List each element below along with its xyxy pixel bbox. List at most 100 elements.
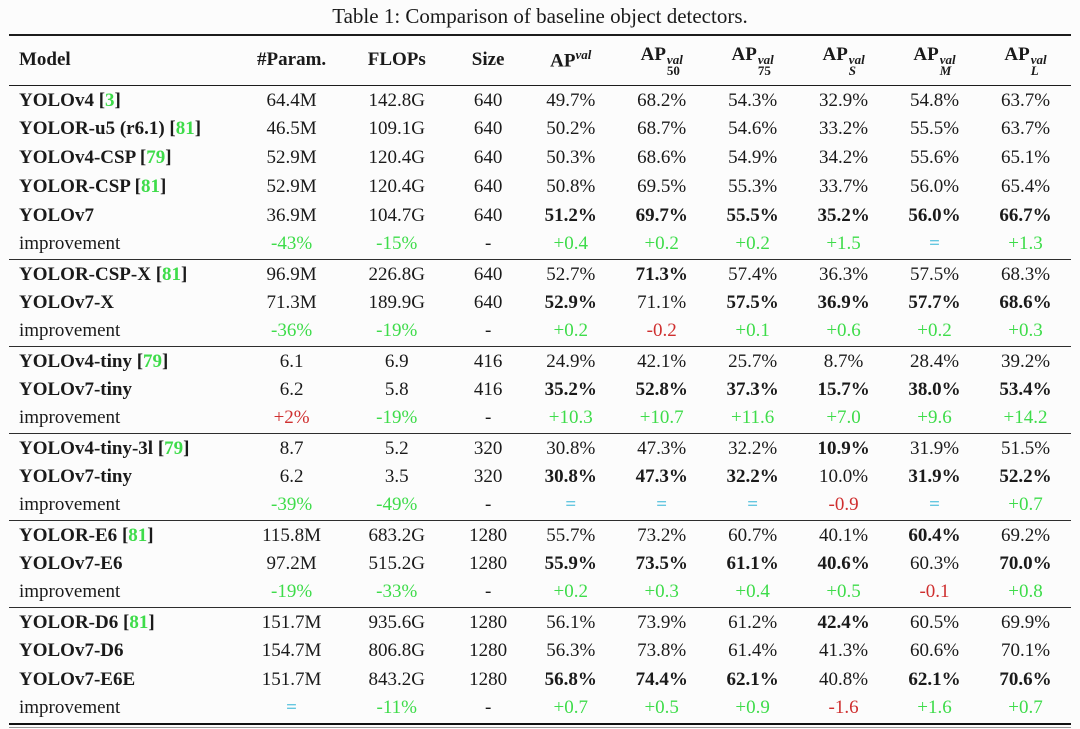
cell-ap_s: 10.9% bbox=[798, 433, 890, 463]
cell-ap50: 68.7% bbox=[637, 118, 687, 140]
cell-ap: 24.9% bbox=[525, 346, 617, 376]
model-name: YOLOR-CSP [81] bbox=[19, 176, 167, 198]
cell-ap_l: 65.4% bbox=[1000, 176, 1051, 198]
cell-size: 1280 bbox=[450, 520, 526, 550]
table-header: Model #Param. FLOPs Size APval AP val 50 AP val 75… bbox=[9, 35, 1071, 87]
cell-ap50: 52.8% bbox=[635, 379, 688, 401]
cell-ap50: +0.3 bbox=[644, 581, 679, 603]
cell-size: - bbox=[484, 233, 492, 255]
cell-ap50: 42.1% bbox=[616, 346, 708, 376]
cell-ap_l: 63.7% bbox=[1000, 118, 1051, 140]
cell-size: - bbox=[484, 407, 492, 429]
cell-flops: 226.8G bbox=[342, 259, 451, 289]
cell-ap75: 37.3% bbox=[726, 379, 779, 401]
cell-params: 64.4M bbox=[266, 89, 317, 111]
cell-size: 1280 bbox=[469, 669, 508, 691]
cell-ap75: 57.4% bbox=[707, 259, 799, 289]
cell-ap_m: = bbox=[929, 494, 940, 516]
citation-ref: 81 bbox=[140, 176, 160, 198]
cell-flops: 5.2 bbox=[342, 433, 451, 463]
cell-ap_l: +0.7 bbox=[1008, 494, 1043, 516]
table-body: YOLOv4 [3] 64.4M 142.8G 640 49.7% 68.2% 54.3% 3… bbox=[9, 86, 1071, 725]
cell-ap_l: 70.1% bbox=[1000, 640, 1051, 662]
cell-ap: +10.3 bbox=[548, 407, 593, 429]
cell-ap_l: +1.3 bbox=[1008, 233, 1043, 255]
cell-flops: 5.8 bbox=[384, 379, 409, 401]
cell-ap50: -0.2 bbox=[646, 320, 677, 342]
cell-ap75: +0.9 bbox=[735, 697, 770, 719]
cell-flops: 515.2G bbox=[368, 553, 425, 575]
cell-ap_m: +9.6 bbox=[917, 407, 952, 429]
cell-ap_l: 52.2% bbox=[999, 466, 1052, 488]
cell-ap_l: 69.2% bbox=[979, 520, 1071, 550]
model-row: YOLOv7-tiny 6.2 3.5 320 30.8% 47.3% 32.2% 10.0%… bbox=[9, 463, 1071, 492]
cell-size: - bbox=[484, 494, 492, 516]
cell-ap75: 61.1% bbox=[726, 553, 779, 575]
cell-ap50: +10.7 bbox=[639, 407, 684, 429]
cell-size: 640 bbox=[473, 292, 503, 314]
cell-ap75: 32.2% bbox=[726, 466, 779, 488]
cell-ap_s: -0.9 bbox=[828, 494, 859, 516]
cell-size: 640 bbox=[473, 176, 503, 198]
cell-params: 96.9M bbox=[240, 259, 343, 289]
improvement-row: improvement +2% -19% - +10.3 +10.7 +11.6 +7.0 +9… bbox=[9, 405, 1071, 434]
cell-params: = bbox=[286, 697, 297, 719]
cell-ap50: 47.3% bbox=[616, 433, 708, 463]
cell-params: +2% bbox=[273, 407, 310, 429]
cell-ap_l: 68.6% bbox=[999, 292, 1052, 314]
improvement-row: improvement -39% -49% - = = = -0.9 = +0.7 bbox=[9, 492, 1071, 521]
comparison-table-container: Model #Param. FLOPs Size APval AP val 50 AP val 75… bbox=[9, 34, 1071, 729]
citation-ref: 81 bbox=[128, 524, 148, 546]
cell-size: - bbox=[484, 320, 492, 342]
model-name: YOLOv7-tiny bbox=[19, 379, 132, 401]
cell-flops: 189.9G bbox=[368, 292, 425, 314]
cell-params: -39% bbox=[271, 494, 313, 516]
cell-ap_m: 31.9% bbox=[908, 466, 961, 488]
cell-ap75: 61.2% bbox=[707, 607, 799, 637]
cell-ap_s: +0.5 bbox=[826, 581, 861, 603]
cell-params: 151.7M bbox=[261, 669, 322, 691]
cell-flops: 104.7G bbox=[368, 205, 425, 227]
improvement-row: improvement -36% -19% - +0.2 -0.2 +0.1 +0.6 +0.2… bbox=[9, 318, 1071, 347]
cell-ap: 56.3% bbox=[546, 640, 596, 662]
column-header-flops: FLOPs bbox=[342, 35, 451, 87]
cell-flops: 120.4G bbox=[368, 147, 425, 169]
cell-ap: 56.1% bbox=[525, 607, 617, 637]
model-name: YOLOR-u5 (r6.1) [81] bbox=[19, 118, 202, 140]
cell-flops: 142.8G bbox=[368, 89, 425, 111]
cell-size: - bbox=[484, 697, 492, 719]
cell-ap: 55.9% bbox=[544, 553, 597, 575]
cell-flops: -15% bbox=[376, 233, 418, 255]
cell-ap50: 73.5% bbox=[635, 553, 688, 575]
cell-ap_l: 63.7% bbox=[1000, 89, 1051, 111]
header-row: Model #Param. FLOPs Size APval AP val 50 AP val 75… bbox=[9, 35, 1071, 87]
cell-ap_s: 36.3% bbox=[798, 259, 890, 289]
cell-flops: 806.8G bbox=[368, 640, 425, 662]
cell-ap_m: 31.9% bbox=[889, 433, 980, 463]
model-name: YOLOv4-tiny [79] bbox=[9, 346, 241, 376]
cell-ap: 49.7% bbox=[546, 89, 596, 111]
cell-ap: = bbox=[565, 494, 577, 516]
cell-size: 1280 bbox=[469, 640, 508, 662]
column-header-ap75: AP val 75 bbox=[707, 35, 799, 87]
cell-ap: +0.7 bbox=[553, 697, 588, 719]
cell-ap75: 55.3% bbox=[728, 176, 778, 198]
cell-ap_l: 66.7% bbox=[999, 205, 1052, 227]
cell-ap_m: 56.0% bbox=[908, 205, 961, 227]
cell-ap_m: 55.6% bbox=[909, 147, 960, 169]
column-header-model: Model bbox=[9, 35, 241, 87]
cell-flops: -19% bbox=[376, 407, 418, 429]
cell-params: 8.7 bbox=[240, 433, 343, 463]
cell-ap50: 71.3% bbox=[616, 259, 708, 289]
cell-ap_m: 55.5% bbox=[909, 118, 960, 140]
cell-ap: 56.8% bbox=[544, 669, 597, 691]
model-name: YOLOv4 [3] bbox=[19, 89, 121, 111]
cell-ap50: +0.2 bbox=[644, 233, 679, 255]
cell-ap_l: +0.8 bbox=[1008, 581, 1043, 603]
cell-params: 6.2 bbox=[279, 379, 304, 401]
model-name: YOLOv7-D6 bbox=[19, 640, 124, 662]
improvement-label: improvement bbox=[19, 494, 121, 516]
model-row: YOLOv4-tiny-3l [79] 8.7 5.2 320 30.8% 47.3% 32… bbox=[9, 433, 1071, 463]
cell-ap75: = bbox=[747, 494, 759, 516]
cell-ap75: 55.5% bbox=[726, 205, 779, 227]
